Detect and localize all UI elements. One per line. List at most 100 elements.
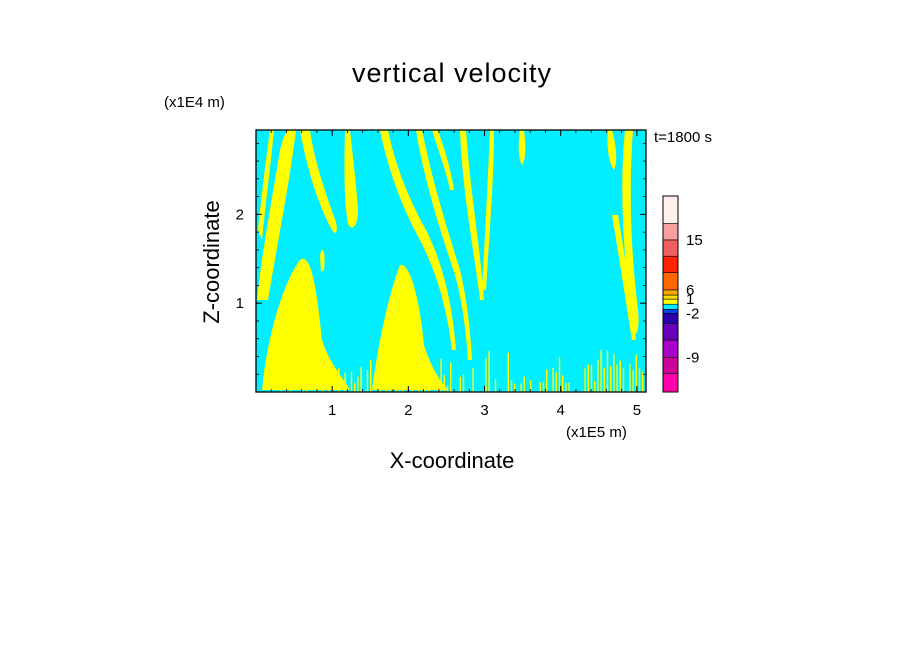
updraft-cell	[613, 354, 615, 392]
updraft-cell	[507, 352, 509, 392]
colorbar-level	[662, 255, 679, 273]
x-tick-label: 1	[328, 402, 336, 419]
colorbar-tick-label: -9	[686, 349, 699, 366]
updraft-region	[344, 130, 358, 228]
colorbar-tick-label: 15	[686, 232, 703, 249]
colorbar-level	[662, 289, 679, 296]
updraft-cell	[459, 376, 461, 392]
updraft-cell	[622, 368, 625, 392]
colorbar-tick-label: 1	[686, 291, 694, 308]
colorbar-level	[662, 272, 679, 291]
updraft-cell	[338, 368, 340, 392]
updraft-cell	[427, 363, 429, 392]
updraft-cell	[606, 350, 609, 392]
updraft-cell	[379, 382, 381, 392]
colorbar: 15 61-2 -9	[662, 195, 703, 393]
x-axis-unit: (x1E5 m)	[566, 424, 627, 441]
updraft-cell	[610, 366, 612, 392]
updraft-cell	[632, 370, 634, 392]
updraft-cell	[389, 347, 391, 392]
x-tick-label: 4	[557, 402, 565, 419]
updraft-region	[300, 287, 318, 390]
colorbar-level	[662, 239, 679, 257]
updraft-cell	[635, 354, 637, 392]
updraft-cell	[587, 364, 589, 392]
updraft-region	[258, 130, 274, 240]
updraft-cell	[315, 347, 317, 392]
updraft-cell	[360, 367, 362, 392]
updraft-cell	[306, 366, 308, 392]
updraft-region	[257, 130, 296, 300]
updraft-cell	[280, 374, 282, 392]
colorbar-tick-label: 6	[686, 282, 694, 299]
updraft-cell	[446, 385, 449, 392]
updraft-cell	[322, 347, 324, 392]
updraft-cell	[520, 383, 522, 392]
updraft-cell	[398, 352, 401, 392]
updraft-cell	[485, 358, 487, 392]
updraft-cell	[590, 364, 593, 392]
updraft-cell	[642, 371, 644, 392]
colorbar-tick-label: -2	[686, 305, 699, 322]
updraft-cell	[597, 359, 599, 392]
updraft-region	[416, 130, 472, 360]
colorbar-level	[662, 356, 679, 374]
updraft-region	[460, 130, 484, 300]
y-tick-label: 1	[236, 295, 244, 312]
updraft-cell	[568, 382, 570, 392]
updraft-region	[380, 130, 456, 350]
updraft-cell	[354, 382, 356, 392]
colorbar-level	[662, 195, 679, 224]
colorbar-level	[662, 298, 679, 305]
updraft-region	[482, 130, 494, 290]
updraft-cell	[302, 379, 305, 392]
updraft-cell	[328, 364, 330, 392]
updraft-cell	[488, 351, 490, 392]
x-ticks: 1 2 3 4 5	[270, 130, 641, 419]
updraft-cell	[350, 371, 353, 392]
updraft-cell	[584, 368, 586, 392]
colorbar-level	[662, 373, 679, 393]
updraft-cell	[402, 368, 404, 392]
updraft-cell	[462, 374, 465, 392]
updraft-cell	[386, 358, 388, 392]
colorbar-level	[662, 339, 679, 358]
colorbar-level	[662, 313, 679, 324]
updraft-cell	[539, 382, 541, 392]
updraft-cell	[555, 372, 557, 392]
chart-title: vertical velocity	[351, 58, 553, 88]
updraft-cell	[558, 357, 561, 392]
x-axis-label: X-coordinate	[0, 448, 904, 474]
updraft-cell	[450, 362, 452, 392]
updraft-cell	[424, 356, 426, 392]
updraft-cell	[562, 375, 564, 392]
updraft-cell	[542, 381, 545, 392]
updraft-cell	[443, 375, 445, 392]
colorbar-level	[662, 303, 679, 310]
updraft-cell	[395, 366, 397, 392]
updraft-region	[622, 130, 639, 334]
updraft-region	[518, 130, 526, 165]
updraft-cell	[421, 348, 423, 392]
updraft-cell	[523, 376, 525, 392]
updraft-cell	[565, 382, 567, 392]
updraft-cell	[418, 351, 420, 392]
updraft-cell	[411, 380, 413, 392]
colorbar-level	[662, 223, 679, 241]
updraft-region	[612, 215, 636, 340]
updraft-region	[300, 130, 337, 233]
updraft-cell	[616, 364, 618, 392]
updraft-region	[607, 130, 617, 170]
updraft-cell	[638, 368, 641, 392]
y-axis-unit: (x1E4 m)	[164, 94, 225, 111]
updraft-cell	[594, 381, 596, 392]
updraft-cell	[331, 374, 333, 392]
updraft-cell	[603, 367, 605, 392]
colorbar-frame	[662, 195, 679, 393]
updraft-cell	[366, 369, 369, 392]
updraft-cell	[530, 380, 532, 392]
x-tick-label: 3	[480, 402, 488, 419]
colorbar-level	[662, 323, 679, 341]
updraft-region	[372, 264, 448, 390]
